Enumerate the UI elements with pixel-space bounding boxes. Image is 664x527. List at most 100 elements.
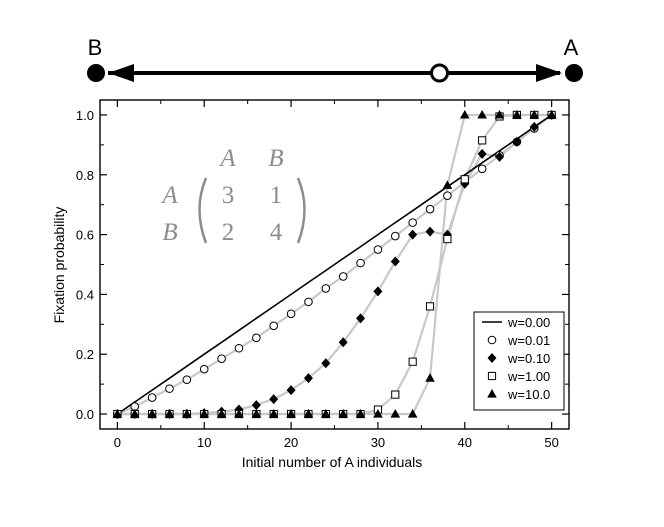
point-w=10.0 bbox=[529, 109, 540, 119]
point-w=10.0 bbox=[268, 409, 279, 418]
legend-label: w=0.01 bbox=[507, 333, 550, 348]
point-w=0.10 bbox=[373, 286, 383, 297]
series-w=0.00 bbox=[116, 114, 553, 415]
endpoint-a bbox=[565, 64, 583, 82]
matrix-right-bracket bbox=[296, 177, 306, 244]
x-axis: 0 10 20 30 40 50 bbox=[114, 100, 559, 450]
legend-swatch bbox=[487, 353, 497, 363]
point-w=0.01 bbox=[147, 393, 157, 402]
point-w=0.10 bbox=[286, 385, 296, 396]
arrow-head-left bbox=[108, 64, 134, 82]
point-w=10.0 bbox=[112, 409, 123, 418]
point-w=0.01 bbox=[338, 272, 348, 281]
x-tick-label: 20 bbox=[284, 435, 298, 450]
legend-label: w=0.00 bbox=[507, 315, 550, 330]
point-w=1.00 bbox=[443, 234, 452, 244]
matrix-value-aa: 3 bbox=[222, 182, 235, 209]
point-w=0.01 bbox=[356, 258, 365, 268]
point-w=10.0 bbox=[338, 409, 348, 418]
y-tick-label: 0.2 bbox=[76, 347, 94, 362]
point-w=10.0 bbox=[164, 409, 175, 418]
point-w=0.01 bbox=[321, 284, 331, 293]
point-w=0.01 bbox=[234, 343, 244, 353]
y-tick-label: 1.0 bbox=[76, 108, 94, 123]
point-w=10.0 bbox=[407, 409, 418, 418]
matrix-col-header-b: B bbox=[268, 145, 283, 172]
point-w=0.01 bbox=[217, 354, 226, 364]
point-w=0.01 bbox=[182, 375, 192, 384]
point-w=0.01 bbox=[286, 309, 296, 319]
point-w=10.0 bbox=[373, 409, 383, 418]
point-w=10.0 bbox=[321, 409, 331, 418]
point-w=10.0 bbox=[286, 409, 296, 418]
point-w=10.0 bbox=[442, 180, 453, 189]
point-w=10.0 bbox=[216, 409, 227, 418]
point-w=0.01 bbox=[477, 164, 487, 174]
y-tick-label: 0.8 bbox=[76, 168, 94, 183]
point-w=10.0 bbox=[129, 409, 140, 418]
point-w=0.10 bbox=[321, 358, 331, 369]
point-w=0.01 bbox=[373, 245, 383, 254]
matrix-value-bb: 4 bbox=[270, 219, 283, 246]
point-w=10.0 bbox=[251, 409, 262, 418]
point-w=0.01 bbox=[408, 218, 417, 227]
point-w=0.10 bbox=[408, 229, 418, 240]
point-w=1.00 bbox=[425, 302, 435, 311]
y-tick-label: 0.6 bbox=[76, 228, 94, 243]
label-b: B bbox=[88, 35, 103, 60]
point-w=10.0 bbox=[147, 409, 157, 418]
matrix-value-ab: 1 bbox=[270, 182, 283, 209]
x-tick-label: 10 bbox=[197, 435, 211, 450]
point-w=10.0 bbox=[234, 409, 244, 418]
point-w=1.00 bbox=[478, 136, 487, 145]
legend-label: w=10.0 bbox=[507, 387, 550, 402]
point-w=10.0 bbox=[494, 109, 505, 119]
data-series bbox=[112, 109, 557, 420]
line-w=0.00 bbox=[116, 114, 553, 415]
legend-swatch bbox=[487, 389, 497, 398]
x-tick-label: 50 bbox=[544, 435, 558, 450]
payoff-matrix: A B A B 3 1 2 4 bbox=[160, 145, 306, 246]
x-axis-label: Initial number of A individuals bbox=[242, 454, 423, 470]
legend-label: w=0.10 bbox=[507, 351, 550, 366]
x-tick-label: 0 bbox=[114, 435, 121, 450]
point-w=10.0 bbox=[199, 409, 210, 418]
legend-box bbox=[473, 311, 565, 411]
y-tick-label: 0.4 bbox=[76, 287, 94, 302]
endpoint-b bbox=[87, 64, 105, 82]
point-w=0.01 bbox=[199, 364, 209, 374]
point-w=1.00 bbox=[391, 390, 400, 399]
point-w=0.01 bbox=[165, 384, 174, 393]
legend-label: w=1.00 bbox=[507, 369, 550, 384]
point-w=1.00 bbox=[408, 357, 417, 366]
legend: w=0.00 w=0.01 w=0.10 w=1.00 w=10.0 bbox=[473, 311, 565, 411]
point-w=0.01 bbox=[252, 333, 261, 343]
y-tick-label: 0.0 bbox=[76, 407, 94, 422]
point-w=0.10 bbox=[303, 373, 313, 384]
point-w=10.0 bbox=[355, 409, 366, 418]
point-w=10.0 bbox=[390, 409, 401, 418]
fixation-arrow-diagram: B A bbox=[87, 35, 583, 83]
point-w=10.0 bbox=[182, 409, 192, 418]
point-w=10.0 bbox=[303, 409, 314, 418]
matrix-value-ba: 2 bbox=[222, 219, 235, 246]
point-w=0.01 bbox=[390, 231, 400, 241]
point-w=0.10 bbox=[425, 226, 435, 237]
point-w=0.10 bbox=[251, 400, 261, 411]
point-w=0.10 bbox=[477, 148, 487, 159]
point-w=0.10 bbox=[390, 256, 400, 267]
point-w=0.01 bbox=[304, 297, 313, 307]
point-w=0.10 bbox=[269, 394, 279, 405]
point-w=0.10 bbox=[529, 121, 539, 132]
series-w=10.0 bbox=[112, 109, 557, 418]
point-w=0.10 bbox=[338, 337, 348, 348]
point-w=0.10 bbox=[495, 151, 505, 162]
matrix-row-header-b: B bbox=[162, 219, 177, 246]
point-w=0.01 bbox=[269, 321, 279, 331]
matrix-row-header-a: A bbox=[160, 182, 178, 209]
y-axis: 0.0 0.2 0.4 0.6 0.8 1.0 bbox=[76, 108, 569, 422]
y-axis-label: Fixation probability bbox=[51, 207, 67, 324]
matrix-left-bracket bbox=[198, 177, 208, 244]
x-tick-label: 40 bbox=[458, 435, 472, 450]
